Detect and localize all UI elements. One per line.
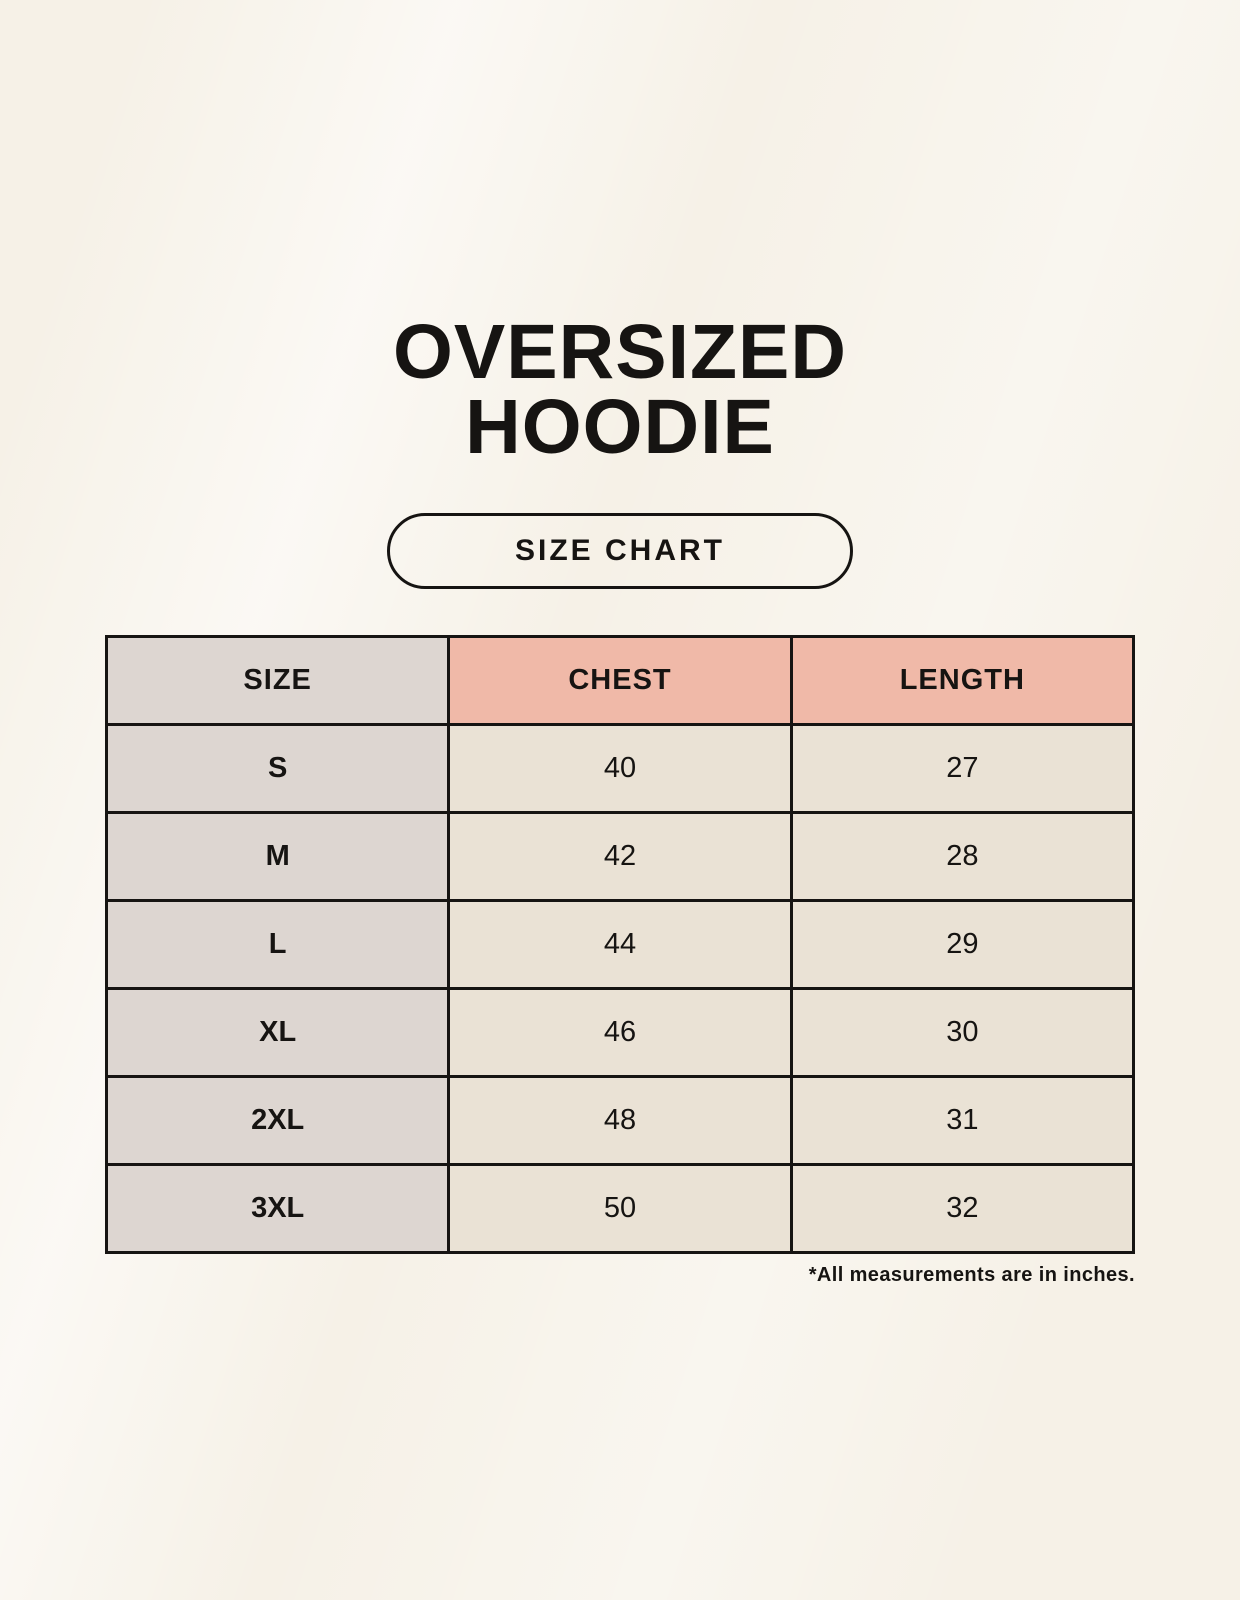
length-cell: 30 xyxy=(789,986,1136,1078)
size-cell: 2XL xyxy=(104,1074,451,1166)
page-title: OVERSIZED HOODIE xyxy=(0,314,1240,466)
chest-cell: 40 xyxy=(447,722,793,814)
chest-cell: 50 xyxy=(447,1162,793,1254)
table-row: S 40 27 xyxy=(104,722,1136,814)
table-header-row: SIZE CHEST LENGTH xyxy=(104,634,1136,726)
size-chart-button-label: SIZE CHART xyxy=(515,533,725,567)
chest-cell: 44 xyxy=(447,898,793,990)
table-row: L 44 29 xyxy=(104,898,1136,990)
length-cell: 27 xyxy=(789,722,1136,814)
column-header-size: SIZE xyxy=(104,634,451,726)
size-cell: L xyxy=(104,898,451,990)
measurements-footnote: *All measurements are in inches. xyxy=(808,1263,1135,1286)
length-cell: 31 xyxy=(789,1074,1136,1166)
size-cell: S xyxy=(104,722,451,814)
size-cell: M xyxy=(104,810,451,902)
table-row: 3XL 50 32 xyxy=(104,1162,1136,1254)
chest-cell: 42 xyxy=(447,810,793,902)
length-cell: 32 xyxy=(789,1162,1136,1254)
page-title-line1: OVERSIZED xyxy=(393,309,847,395)
chest-cell: 48 xyxy=(447,1074,793,1166)
size-cell: 3XL xyxy=(104,1162,451,1254)
size-cell: XL xyxy=(104,986,451,1078)
length-cell: 28 xyxy=(789,810,1136,902)
column-header-length: LENGTH xyxy=(789,634,1136,726)
page-title-line2: HOODIE xyxy=(465,384,775,471)
table-row: M 42 28 xyxy=(104,810,1136,902)
size-chart-table: SIZE CHEST LENGTH S 40 27 M 42 28 L xyxy=(104,634,1136,1254)
size-chart-table-container: SIZE CHEST LENGTH S 40 27 M 42 28 L xyxy=(104,634,1136,1287)
table-row: 2XL 48 31 xyxy=(104,1074,1136,1166)
table-row: XL 46 30 xyxy=(104,986,1136,1078)
size-chart-button[interactable]: SIZE CHART xyxy=(387,512,853,589)
chest-cell: 46 xyxy=(447,986,793,1078)
column-header-chest: CHEST xyxy=(447,634,793,726)
length-cell: 29 xyxy=(789,898,1136,990)
